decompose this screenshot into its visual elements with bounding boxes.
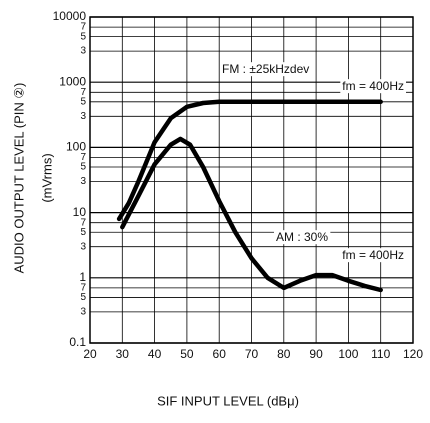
y-tick-label: 7 [80,283,86,294]
y-axis-unit: (mVrms) [39,153,54,202]
y-tick-label: 5 [80,162,86,173]
x-tick-label: 60 [213,347,227,361]
annotation: fm = 400Hz [342,79,404,93]
x-tick-label: 120 [403,347,423,361]
y-tick-label: 3 [80,176,86,187]
x-tick-label: 40 [148,347,162,361]
x-tick-label: 50 [180,347,194,361]
annotation-background [340,248,406,263]
annotation: fm = 400Hz [342,248,404,262]
y-tick-label: 10 [73,205,87,219]
annotation-background [220,62,312,77]
annotation-background [274,230,331,245]
y-tick-label: 5 [80,292,86,303]
y-tick-label: 5 [80,31,86,42]
y-axis-label: AUDIO OUTPUT LEVEL (PIN ②) [11,83,26,274]
y-tick-label: 7 [80,22,86,33]
y-tick-label: 5 [80,227,86,238]
x-tick-label: 100 [338,347,358,361]
curve [120,136,383,293]
x-tick-label: 80 [277,347,291,361]
annotation-background [340,79,406,94]
y-tick-label: 3 [80,307,86,318]
plot-frame [89,16,414,344]
y-tick-label: 0.1 [69,335,86,349]
y-tick-label: 100 [66,140,86,154]
y-tick-label: 3 [80,241,86,252]
y-tick-label: 7 [80,152,86,163]
y-tick-label: 1000 [59,74,86,88]
x-tick-label: 20 [83,347,97,361]
y-tick-label: 7 [80,217,86,228]
annotation: FM : ±25kHzdev [222,62,309,76]
x-tick-label: 30 [116,347,130,361]
y-tick-label: 3 [80,111,86,122]
x-axis-label: SIF INPUT LEVEL (dBμ) [157,393,299,408]
y-tick-label: 5 [80,96,86,107]
y-tick-label: 7 [80,87,86,98]
y-tick-label: 10000 [53,9,87,23]
x-tick-label: 90 [309,347,323,361]
y-tick-label: 3 [80,46,86,57]
y-tick-label: 1 [79,270,86,284]
x-tick-label: 110 [371,347,390,361]
annotation: AM : 30% [276,230,328,244]
x-tick-label: 70 [245,347,259,361]
curve [116,99,383,222]
